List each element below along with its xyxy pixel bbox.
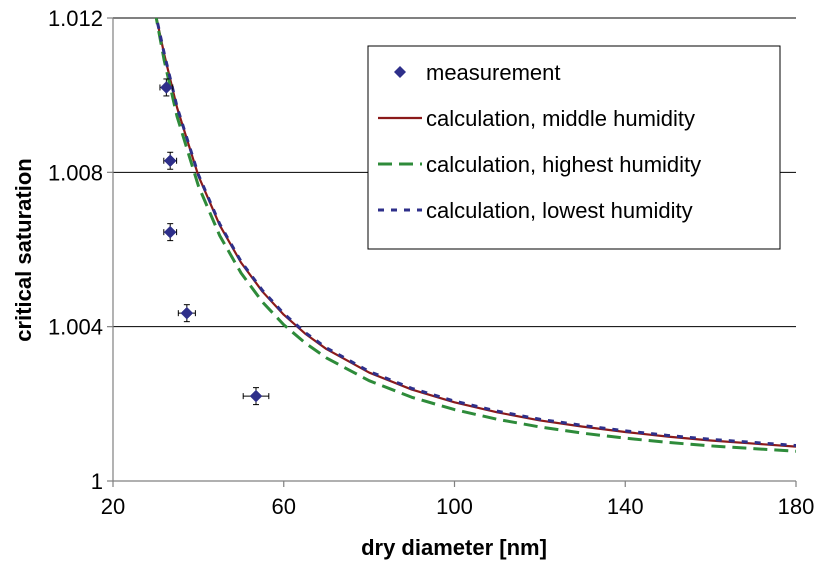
y-tick-label-2: 1.008 (48, 160, 103, 185)
legend: measurement calculation, middle humidity c… (367, 45, 781, 250)
measurement-points (159, 78, 270, 406)
y-axis-title: critical saturation (11, 158, 36, 341)
y-tick-label-3: 1.012 (48, 6, 103, 31)
x-tick-label-3: 140 (607, 494, 644, 519)
legend-diamond-icon (394, 66, 406, 78)
x-tick-label-1: 60 (272, 494, 296, 519)
diamond-marker-1 (163, 154, 177, 168)
axes (107, 17, 797, 487)
legend-label-3: calculation, lowest humidity (426, 198, 693, 223)
legend-item-1: calculation, middle humidity (378, 106, 695, 131)
legend-item-0: measurement (394, 60, 561, 85)
y-tick-label-1: 1.004 (48, 315, 103, 340)
x-axis-title: dry diameter [nm] (361, 535, 547, 560)
diamond-marker-4 (249, 389, 263, 403)
diamond-marker-3 (180, 306, 194, 320)
legend-item-3: calculation, lowest humidity (378, 198, 693, 223)
legend-label-0: measurement (426, 60, 561, 85)
x-tick-label-0: 20 (101, 494, 125, 519)
data-series (154, 18, 796, 453)
measurement-point-4 (242, 387, 270, 406)
measurement-point-2 (163, 223, 178, 242)
measurement-point-1 (163, 151, 178, 170)
measurement-point-3 (177, 304, 196, 323)
legend-item-2: calculation, highest humidity (378, 152, 701, 177)
diamond-marker-0 (160, 81, 173, 94)
tick-labels: 20 60 100 140 180 1 1.004 1.008 1.012 (48, 6, 814, 519)
x-tick-label-2: 100 (436, 494, 473, 519)
x-tick-label-4: 180 (778, 494, 815, 519)
measurement-point-0 (159, 78, 174, 97)
series-line-calculation-highest-humidity (154, 18, 796, 453)
y-tick-label-0: 1 (91, 469, 103, 494)
diamond-marker-2 (163, 225, 177, 239)
legend-label-2: calculation, highest humidity (426, 152, 701, 177)
legend-box (367, 45, 781, 250)
series-line-calculation-lowest-humidity (154, 18, 796, 447)
legend-label-1: calculation, middle humidity (426, 106, 695, 131)
